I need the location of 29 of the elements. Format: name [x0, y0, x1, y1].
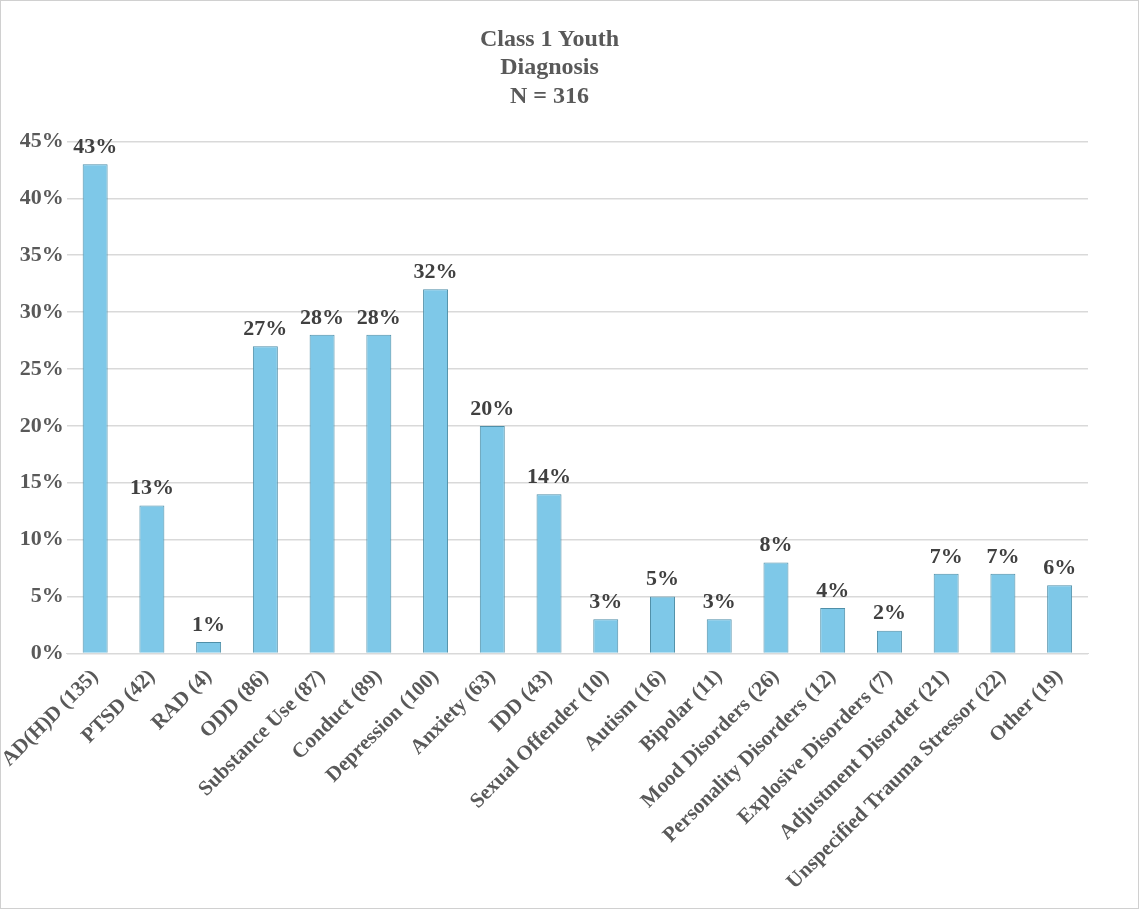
y-tick-label: 45%	[19, 127, 64, 153]
y-tick-label: 0%	[30, 639, 64, 665]
data-label: 5%	[645, 565, 679, 591]
y-tick-label: 25%	[19, 354, 64, 380]
data-label: 7%	[929, 542, 963, 568]
data-label: 1%	[192, 610, 226, 636]
data-label: 20%	[470, 394, 515, 420]
y-tick-label: 20%	[19, 411, 64, 437]
data-label: 13%	[129, 474, 174, 500]
data-label: 6%	[1043, 553, 1077, 579]
data-label: 3%	[589, 588, 623, 614]
y-tick-label: 5%	[30, 582, 64, 608]
y-tick-label: 15%	[19, 468, 64, 494]
data-label: 28%	[300, 303, 345, 329]
data-label: 8%	[759, 531, 793, 557]
data-label: 3%	[702, 588, 736, 614]
y-tick-label: 35%	[19, 240, 64, 266]
data-label: 28%	[356, 303, 401, 329]
y-tick-label: 40%	[19, 183, 64, 209]
y-tick-label: 10%	[19, 525, 64, 551]
data-label: 14%	[527, 462, 572, 488]
data-label: 4%	[816, 576, 850, 602]
y-tick-label: 30%	[19, 297, 64, 323]
data-label: 43%	[73, 132, 118, 158]
data-label: 7%	[986, 542, 1020, 568]
data-label: 2%	[872, 599, 906, 625]
data-label: 32%	[413, 258, 458, 284]
chart-title: Class 1 Youth Diagnosis N = 316	[479, 24, 620, 109]
data-label: 27%	[243, 314, 288, 340]
